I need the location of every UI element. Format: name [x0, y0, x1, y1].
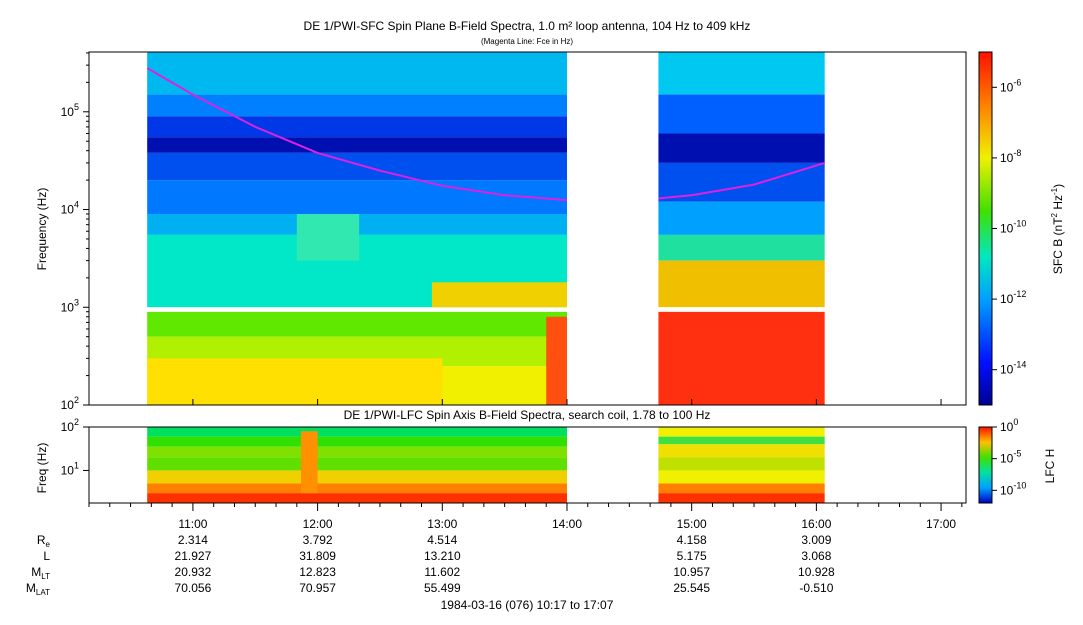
lfc-y-tick-label: 101	[61, 460, 79, 477]
sfc-band	[658, 52, 825, 95]
lfc-emission-patch	[300, 431, 318, 494]
lfc-band	[658, 436, 825, 445]
sfc-band	[147, 52, 567, 95]
sfc-y-tick-label: 104	[61, 200, 79, 217]
ephemeris-value: 4.514	[427, 533, 457, 547]
sfc-y-axis-label: Frequency (Hz)	[35, 188, 49, 271]
lfc-spectrogram: 101 102	[61, 417, 825, 503]
ephemeris-value: 25.545	[673, 581, 710, 595]
ephemeris-value: 12.823	[299, 565, 336, 579]
lfc-band	[658, 457, 825, 471]
sfc-band	[658, 94, 825, 134]
ephemeris-table: Re 2.314 3.792 4.514 4.158 3.009 L 21.927 31.809…	[26, 533, 835, 597]
ephemeris-row-label: L	[43, 549, 50, 563]
lfc-y-tick-label: 102	[61, 417, 79, 434]
sfc-band	[147, 152, 567, 181]
sfc-band	[658, 133, 825, 163]
lfc-colorbar-tick-label: 100	[1000, 417, 1018, 434]
sfc-band	[658, 311, 825, 405]
lfc-band	[147, 493, 567, 503]
lfc-colorbar	[978, 426, 993, 504]
time-tick-label: 16:00	[801, 517, 831, 531]
lfc-band	[147, 446, 567, 458]
lfc-colorbar-label: LFC H	[1043, 449, 1057, 484]
sfc-emission-patch	[296, 213, 360, 261]
lfc-band	[147, 470, 567, 484]
lfc-panel-frame	[88, 426, 967, 504]
ephemeris-value: 21.927	[175, 549, 212, 563]
sfc-colorbar-label: SFC B (nT2 Hz-1)	[1050, 184, 1065, 274]
ephemeris-value: 70.957	[299, 581, 336, 595]
ephemeris-value: 55.499	[424, 581, 461, 595]
ephemeris-value: 2.314	[178, 533, 208, 547]
sfc-emission-patch	[546, 316, 567, 405]
lfc-band	[658, 444, 825, 458]
sfc-band	[147, 94, 567, 117]
ephemeris-value: 10.957	[673, 565, 710, 579]
sfc-y-tick-label: 105	[61, 102, 79, 119]
lfc-band	[147, 457, 567, 471]
footer-date-range: 1984-03-16 (076) 10:17 to 17:07	[441, 598, 614, 612]
ephemeris-row-label: MLT	[31, 565, 50, 581]
sfc-colorbar-tick-label: 10-12	[1000, 289, 1026, 306]
sfc-emission-patch	[431, 282, 567, 308]
time-tick-label: 11:00	[178, 517, 207, 531]
sfc-colorbar-tick-label: 10-8	[1000, 148, 1021, 165]
sfc-band-gap	[658, 307, 825, 312]
lfc-band	[147, 436, 567, 447]
sfc-spectrogram: 102 103 104 105	[61, 52, 825, 412]
sfc-band-gap	[147, 307, 567, 312]
lfc-title: DE 1/PWI-LFC Spin Axis B-Field Spectra, …	[344, 408, 711, 422]
ephemeris-value: 10.928	[798, 565, 835, 579]
sfc-emission-patch	[147, 358, 443, 405]
sfc-band	[147, 180, 567, 214]
lfc-band	[147, 483, 567, 494]
sfc-band	[147, 116, 567, 138]
lfc-band	[658, 493, 825, 503]
time-tick-label: 12:00	[303, 517, 333, 531]
lfc-y-axis-label: Freq (Hz)	[35, 443, 49, 494]
sfc-colorbar	[978, 51, 993, 406]
ephemeris-value: 13.210	[424, 549, 461, 563]
time-axis: 11:00 12:00 13:00 14:00 15:00 16:00 17:00	[88, 399, 963, 531]
sfc-band	[147, 137, 567, 153]
lfc-band	[147, 427, 567, 437]
ephemeris-value: 4.158	[677, 533, 707, 547]
ephemeris-value: 11.602	[424, 565, 460, 579]
ephemeris-value: 3.009	[801, 533, 831, 547]
lfc-colorbar-tick-label: 10-10	[1000, 480, 1026, 497]
time-tick-label: 13:00	[427, 517, 457, 531]
time-tick-label: 17:00	[926, 517, 956, 531]
sfc-colorbar-tick-label: 10-6	[1000, 77, 1021, 94]
lfc-band	[658, 483, 825, 494]
sfc-y-tick-label: 102	[61, 395, 79, 412]
time-tick-label: 15:00	[677, 517, 707, 531]
sfc-title: DE 1/PWI-SFC Spin Plane B-Field Spectra,…	[304, 19, 751, 33]
ephemeris-value: 5.175	[677, 549, 707, 563]
sfc-band	[658, 201, 825, 235]
ephemeris-value: 31.809	[299, 549, 336, 563]
ephemeris-value: 3.792	[303, 533, 333, 547]
ephemeris-value: 70.056	[175, 581, 212, 595]
lfc-band	[658, 470, 825, 484]
sfc-colorbar-tick-label: 10-10	[1000, 219, 1026, 236]
sfc-subtitle: (Magenta Line: Fce in Hz)	[481, 37, 573, 46]
ephemeris-value: -0.510	[799, 581, 833, 595]
ephemeris-value: 20.932	[175, 565, 212, 579]
sfc-band	[147, 311, 567, 337]
time-tick-label: 14:00	[552, 517, 582, 531]
sfc-panel-frame	[88, 51, 967, 406]
lfc-colorbar-tick-label: 10-5	[1000, 449, 1021, 466]
fce-line	[146, 67, 568, 202]
sfc-colorbar-tick-label: 10-14	[1000, 360, 1026, 377]
ephemeris-row-label: Re	[37, 533, 51, 549]
fce-line	[658, 161, 825, 200]
sfc-band	[658, 234, 825, 261]
sfc-y-tick-label: 103	[61, 297, 79, 314]
ephemeris-row-label: MLAT	[26, 581, 50, 597]
ephemeris-value: 3.068	[801, 549, 831, 563]
lfc-band	[658, 427, 825, 437]
sfc-band	[658, 260, 825, 308]
